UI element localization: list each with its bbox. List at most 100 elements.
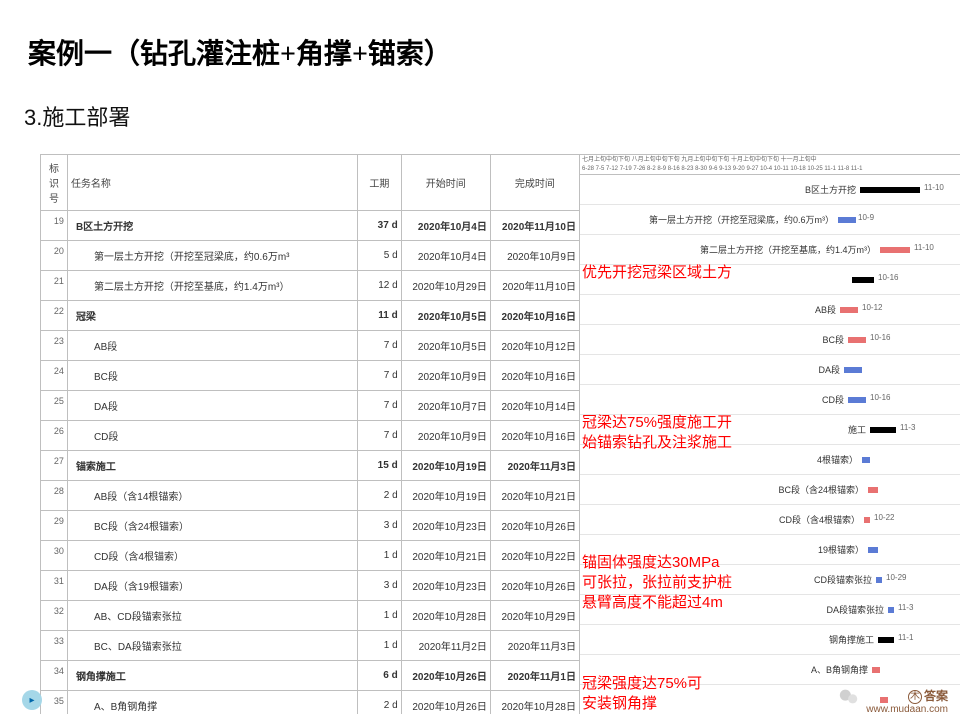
- gantt-bar: [868, 487, 878, 493]
- prev-slide-button[interactable]: ▸: [22, 690, 42, 710]
- cell-duration: 37 d: [358, 211, 402, 241]
- gantt-label: 4根锚索）: [817, 453, 858, 466]
- cell-start: 2020年11月2日: [401, 631, 490, 661]
- page-title: 案例一（钻孔灌注桩+角撑+锚索）: [0, 0, 960, 72]
- wechat-icon: [838, 686, 860, 708]
- gantt-row: 第二层土方开挖（开挖至基底，约1.4万m³）11-10: [580, 235, 960, 265]
- gantt-row: AB段10-12: [580, 295, 960, 325]
- table-row: 30CD段（含4根锚索）1 d2020年10月21日2020年10月22日: [41, 541, 580, 571]
- cell-id: 30: [41, 541, 68, 571]
- cell-end: 2020年10月16日: [490, 301, 579, 331]
- cell-name: 冠梁: [67, 301, 357, 331]
- cell-duration: 7 d: [358, 391, 402, 421]
- gantt-bar: [864, 517, 870, 523]
- table-row: 32AB、CD段锚索张拉1 d2020年10月28日2020年10月29日: [41, 601, 580, 631]
- gantt-end-date: 11-10: [914, 243, 934, 252]
- cell-duration: 7 d: [358, 421, 402, 451]
- gantt-label: DA段锚索张拉: [826, 603, 884, 616]
- table-row: 23AB段7 d2020年10月5日2020年10月12日: [41, 331, 580, 361]
- gantt-end-date: 10-9: [858, 213, 874, 222]
- cell-start: 2020年10月26日: [401, 661, 490, 691]
- cell-end: 2020年10月12日: [490, 331, 579, 361]
- gantt-label: BC段: [822, 333, 844, 346]
- table-row: 19B区土方开挖37 d2020年10月4日2020年11月10日: [41, 211, 580, 241]
- gantt-label: 钢角撑施工: [829, 633, 874, 646]
- cell-start: 2020年10月5日: [401, 301, 490, 331]
- cell-duration: 3 d: [358, 571, 402, 601]
- gantt-bar: [870, 427, 896, 433]
- cell-id: 22: [41, 301, 68, 331]
- cell-start: 2020年10月19日: [401, 451, 490, 481]
- col-id: 标识号: [41, 155, 68, 211]
- gantt-bar: [872, 667, 880, 673]
- gantt-end-date: 10-22: [874, 513, 894, 522]
- task-table: 标识号 任务名称 工期 开始时间 完成时间 19B区土方开挖37 d2020年1…: [40, 154, 580, 714]
- cell-end: 2020年11月3日: [490, 451, 579, 481]
- gantt-row: CD段10-16: [580, 385, 960, 415]
- cell-name: 钢角撑施工: [67, 661, 357, 691]
- cell-id: 19: [41, 211, 68, 241]
- cell-duration: 11 d: [358, 301, 402, 331]
- gantt-label: 19根锚索）: [818, 543, 864, 556]
- gantt-bar: [838, 217, 856, 223]
- gantt-bar: [888, 607, 894, 613]
- gantt-bar: [852, 277, 874, 283]
- cell-start: 2020年10月23日: [401, 511, 490, 541]
- cell-id: 35: [41, 691, 68, 715]
- cell-start: 2020年10月28日: [401, 601, 490, 631]
- cell-start: 2020年10月4日: [401, 241, 490, 271]
- cell-start: 2020年10月21日: [401, 541, 490, 571]
- cell-end: 2020年10月26日: [490, 511, 579, 541]
- col-end: 完成时间: [490, 155, 579, 211]
- cell-duration: 12 d: [358, 271, 402, 301]
- cell-duration: 7 d: [358, 361, 402, 391]
- cell-name: BC段（含24根锚索）: [67, 511, 357, 541]
- table-header-row: 标识号 任务名称 工期 开始时间 完成时间: [41, 155, 580, 211]
- gantt-row: BC段（含24根锚索）: [580, 475, 960, 505]
- gantt-end-date: 10-16: [870, 393, 890, 402]
- cell-id: 23: [41, 331, 68, 361]
- gantt-label: B区土方开挖: [805, 183, 856, 196]
- gantt-bar: [840, 307, 858, 313]
- gantt-end-date: 11-3: [898, 603, 913, 612]
- cell-start: 2020年10月23日: [401, 571, 490, 601]
- gantt-bar: [876, 577, 882, 583]
- cell-name: 第一层土方开挖（开挖至冠梁底，约0.6万m³: [67, 241, 357, 271]
- cell-name: 锚索施工: [67, 451, 357, 481]
- cell-duration: 1 d: [358, 631, 402, 661]
- cell-duration: 6 d: [358, 661, 402, 691]
- cell-end: 2020年10月16日: [490, 361, 579, 391]
- cell-duration: 5 d: [358, 241, 402, 271]
- cell-end: 2020年10月22日: [490, 541, 579, 571]
- arrow-right-icon: ▸: [29, 695, 34, 706]
- watermark-logo: 木答案 www.mudaan.com: [866, 690, 948, 716]
- cell-duration: 7 d: [358, 331, 402, 361]
- content-area: 标识号 任务名称 工期 开始时间 完成时间 19B区土方开挖37 d2020年1…: [40, 154, 956, 720]
- cell-duration: 1 d: [358, 541, 402, 571]
- gantt-end-date: 11-10: [924, 183, 944, 192]
- table-row: 26CD段7 d2020年10月9日2020年10月16日: [41, 421, 580, 451]
- table-row: 27锚索施工15 d2020年10月19日2020年11月3日: [41, 451, 580, 481]
- cell-end: 2020年10月9日: [490, 241, 579, 271]
- cell-duration: 3 d: [358, 511, 402, 541]
- gantt-end-date: 11-1: [898, 633, 913, 642]
- cell-start: 2020年10月7日: [401, 391, 490, 421]
- cell-id: 33: [41, 631, 68, 661]
- gantt-bar: [848, 397, 866, 403]
- red-annotation: 锚固体强度达30MPa可张拉，张拉前支护桩悬臂高度不能超过4m: [582, 553, 732, 613]
- cell-name: B区土方开挖: [67, 211, 357, 241]
- cell-duration: 2 d: [358, 481, 402, 511]
- gantt-label: BC段（含24根锚索）: [778, 483, 864, 496]
- col-duration: 工期: [358, 155, 402, 211]
- cell-start: 2020年10月26日: [401, 691, 490, 715]
- cell-start: 2020年10月29日: [401, 271, 490, 301]
- cell-id: 29: [41, 511, 68, 541]
- cell-id: 26: [41, 421, 68, 451]
- cell-id: 24: [41, 361, 68, 391]
- gantt-label: 施工: [848, 423, 866, 436]
- cell-id: 31: [41, 571, 68, 601]
- table-row: 35A、B角钢角撑2 d2020年10月26日2020年10月28日: [41, 691, 580, 715]
- gantt-row: 钢角撑施工 11-1: [580, 625, 960, 655]
- cell-duration: 2 d: [358, 691, 402, 715]
- cell-end: 2020年11月10日: [490, 271, 579, 301]
